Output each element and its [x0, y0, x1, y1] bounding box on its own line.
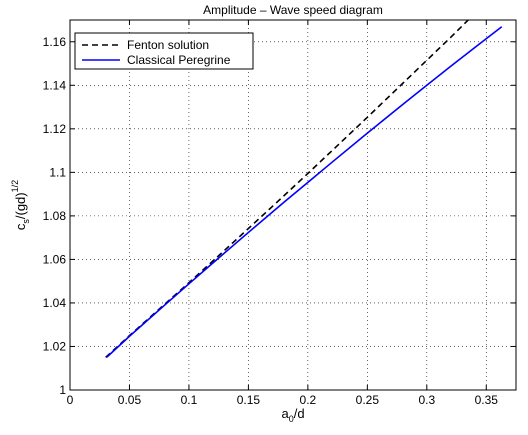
legend: Fenton solution Classical Peregrine — [74, 32, 254, 70]
x-axis-label-base: a — [281, 406, 289, 421]
ticks: 0 0.05 0.1 0.15 0.2 0.25 0.3 0.35 1 1.02 1.04 1.06 1… — [43, 20, 516, 407]
x-tick-label: 0.05 — [118, 393, 142, 407]
x-axis-label: a0/d — [281, 406, 304, 424]
y-axis-label: cs/(gd)1/2 — [10, 180, 31, 230]
x-axis-label-rest: /d — [294, 406, 305, 421]
plot-area — [70, 20, 516, 390]
y-axis-label-mid: /(gd) — [13, 192, 28, 219]
x-tick-label: 0 — [67, 393, 74, 407]
x-tick-label: 0.15 — [237, 393, 261, 407]
axes-frame — [69, 19, 517, 391]
x-tick-label: 0.2 — [300, 393, 317, 407]
y-axis-label-subscript: s — [21, 219, 31, 224]
legend-label-fenton: Fenton solution — [127, 38, 209, 52]
y-tick-label: 1.08 — [43, 209, 67, 223]
series-layer — [105, 20, 503, 358]
y-tick-label: 1.06 — [43, 252, 67, 266]
x-tick-label: 0.25 — [356, 393, 380, 407]
y-tick-label: 1.02 — [43, 339, 67, 353]
grid — [70, 20, 516, 390]
y-tick-label: 1.14 — [43, 78, 67, 92]
x-tick-label: 0.3 — [418, 393, 435, 407]
y-axis-label-base: c — [13, 223, 28, 230]
x-tick-label: 0.35 — [475, 393, 499, 407]
y-tick-label: 1.12 — [43, 122, 67, 136]
y-tick-label: 1.16 — [43, 35, 67, 49]
y-tick-label: 1.1 — [49, 165, 66, 179]
y-axis-label-superscript: 1/2 — [10, 180, 20, 193]
chart-title: Amplitude – Wave speed diagram — [203, 3, 383, 17]
legend-label-peregrine: Classical Peregrine — [127, 53, 231, 67]
y-tick-label: 1 — [59, 383, 66, 397]
x-axis-label-subscript: 0 — [289, 414, 294, 424]
y-tick-label: 1.04 — [43, 296, 67, 310]
legend-box — [74, 32, 254, 70]
series-peregrine-line — [106, 26, 503, 358]
x-tick-label: 0.1 — [181, 393, 198, 407]
